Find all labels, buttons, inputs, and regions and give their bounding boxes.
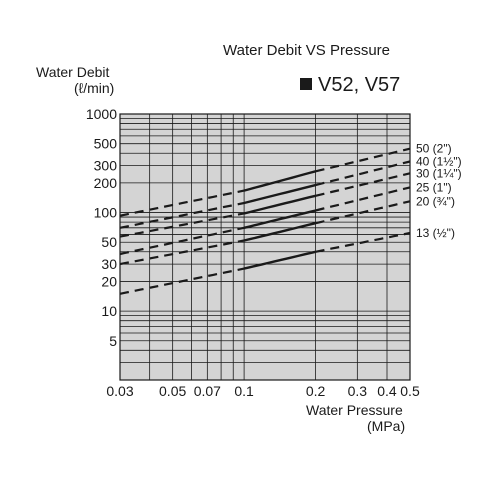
y-axis-unit: (ℓ/min) [74, 80, 115, 96]
x-tick-label: 0.03 [106, 383, 133, 399]
x-axis-unit: (MPa) [367, 418, 406, 434]
x-tick-label: 0.2 [306, 383, 326, 399]
x-axis-label: Water Pressure [306, 402, 403, 418]
y-tick-label: 30 [101, 256, 117, 272]
series-line-solid [243, 170, 316, 192]
plot-background [120, 114, 410, 380]
y-tick-label: 50 [101, 234, 117, 250]
y-tick-label: 5 [109, 333, 117, 349]
series-line-dashed [119, 189, 245, 217]
chart-title: Water Debit VS Pressure [223, 42, 390, 59]
square-bullet-icon [300, 78, 312, 90]
x-tick-label: 0.5 [400, 383, 420, 399]
y-tick-label: 20 [101, 273, 117, 289]
series-label: 20 (¾") [416, 194, 455, 208]
plot-frame [119, 113, 411, 381]
series-line-solid [243, 222, 316, 242]
series-label: 30 (1¼") [416, 166, 462, 180]
series-line-solid [243, 183, 316, 205]
series-line-solid [243, 194, 316, 215]
series-line-dashed [315, 172, 411, 197]
series-line-dashed [119, 226, 245, 256]
series-line-solid [243, 209, 316, 229]
series-line-dashed [119, 239, 245, 266]
series-label: 13 (½") [416, 226, 455, 240]
y-tick-label: 100 [94, 205, 118, 221]
series-line-dashed [315, 160, 411, 187]
series-label: 50 (2") [416, 142, 452, 156]
series-label: 40 (1½") [416, 154, 462, 168]
x-tick-label: 0.4 [377, 383, 397, 399]
series-line-dashed [119, 267, 245, 295]
subtitle-text: V52, V57 [318, 74, 401, 96]
y-tick-label: 1000 [86, 106, 117, 122]
series-line-dashed [315, 231, 411, 253]
y-tick-label: 500 [94, 136, 118, 152]
chart-subtitle: V52, V57 [300, 74, 400, 97]
x-tick-label: 0.05 [159, 383, 186, 399]
y-tick-label: 200 [94, 175, 118, 191]
series-line-dashed [315, 200, 411, 225]
series-line-dashed [315, 147, 411, 173]
x-tick-label: 0.3 [348, 383, 368, 399]
series-line-dashed [315, 186, 411, 212]
series-line-dashed [119, 201, 245, 229]
series-line-solid [243, 250, 316, 270]
x-tick-label: 0.07 [194, 383, 221, 399]
series-label: 25 (1") [416, 180, 452, 194]
y-axis-label: Water Debit [36, 64, 110, 80]
x-tick-label: 0.1 [234, 383, 254, 399]
y-tick-label: 10 [101, 303, 117, 319]
series-line-dashed [119, 212, 245, 238]
y-tick-label: 300 [94, 158, 118, 174]
